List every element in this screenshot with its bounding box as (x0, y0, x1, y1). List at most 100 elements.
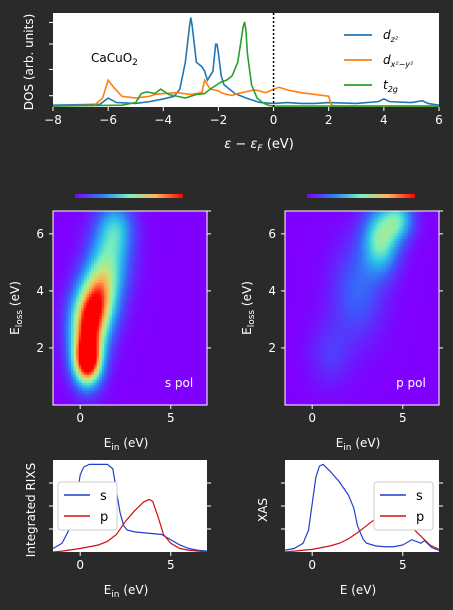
rixs_p-cell (297, 391, 301, 395)
rixs_s-cell (104, 296, 108, 301)
rixs_s-cell (191, 241, 195, 245)
rixs_s-cell (147, 391, 152, 395)
rixs_s-cell (124, 260, 129, 265)
rixs_s-cell (101, 388, 105, 392)
rixs_p-cell (285, 216, 289, 220)
rixs_s-cell (201, 393, 206, 398)
rixs_s-cell (140, 363, 144, 367)
rixs_s-cell (70, 355, 75, 359)
rixs_s-cell (173, 316, 177, 320)
rixs_p-cell (295, 227, 299, 231)
rixs_s-cell (68, 299, 72, 304)
rixs_s-cell (81, 319, 85, 323)
rixs_s-cell (135, 366, 139, 370)
rixs_s-cell (96, 288, 100, 292)
rixs_s-ylabel-main: E (8, 327, 22, 335)
rixs_s-cell (130, 399, 134, 403)
rixs_s-cell (163, 402, 167, 406)
rixs_s-cell (96, 296, 100, 301)
rixs_s-cell (191, 349, 195, 353)
rixs_s-cell (204, 388, 208, 392)
rixs_s-cell (196, 233, 200, 237)
rixs_p-cell (310, 241, 314, 245)
rixs_s-cell (171, 402, 175, 406)
rixs_p-cell (292, 385, 296, 389)
rixs_s-cell (53, 271, 57, 276)
rixs_p-cell (285, 330, 289, 334)
rixs_s-cell (130, 338, 134, 342)
rixs_s-cell (201, 274, 206, 279)
rixs_s-cell (163, 244, 167, 248)
rixs_s-cell (53, 277, 57, 281)
rixs_s-cell (78, 316, 82, 320)
rixs_s-cell (130, 260, 134, 265)
rixs_s-cell (70, 227, 75, 231)
rixs_s-cell (112, 219, 116, 223)
rixs_s-cell (127, 332, 131, 337)
rixs_s-cell (194, 316, 198, 320)
rixs_p-cell (287, 371, 291, 376)
rixs_s-cell (83, 399, 87, 403)
rixs_s-cell (119, 269, 123, 273)
rixs_s-cell (94, 380, 98, 384)
rixs_s-cell (199, 230, 203, 234)
rixs_s-cell (158, 224, 162, 229)
rixs_s-cell (199, 294, 203, 298)
rixs_s-cell (70, 357, 75, 362)
rixs_s-xlabel-sub: in (111, 443, 119, 453)
rixs_s-cell (194, 291, 198, 295)
rixs_s-cell (163, 302, 167, 306)
rixs_s-cell (127, 308, 131, 312)
rixs_p-cell (302, 233, 307, 237)
rixs_s-cell (183, 321, 188, 326)
rixs_s-cell (124, 255, 129, 259)
rixs_p-cell (290, 266, 294, 270)
rixs_s-cell (78, 360, 82, 365)
rixs_s-cell (101, 302, 105, 306)
rixs_s-cell (127, 380, 131, 384)
rixs_s-cell (199, 216, 203, 220)
rixs_s-cell (91, 368, 95, 373)
rixs_s-cell (140, 266, 144, 270)
rixs_p-cell (290, 249, 294, 254)
rixs_s-cell (147, 335, 152, 340)
rixs_s-cell (55, 368, 59, 373)
rixs_s-cell (199, 258, 203, 262)
rixs_s-cell (173, 338, 177, 342)
rixs_s-cell (196, 308, 200, 312)
rixs_s-cell (58, 310, 62, 315)
rixs_s-cell (199, 211, 203, 215)
rixs_s-cell (55, 269, 59, 273)
rixs_p-cell (290, 224, 294, 229)
rixs_p-cell (305, 313, 309, 317)
rixs_s-cell (130, 294, 134, 298)
rixs_s-cell (145, 388, 149, 392)
rixs_s-cell (86, 219, 90, 223)
rixs_s-cell (58, 258, 62, 262)
rixs_p-cell (287, 224, 291, 229)
rixs_s-cell (132, 308, 136, 312)
rixs_s-cell (173, 341, 177, 345)
rixs_s-cell (106, 321, 111, 326)
rixs_s-cell (70, 382, 75, 387)
rixs_s-cell (99, 388, 103, 392)
rixs_s-cell (127, 399, 131, 403)
rixs_s-cell (122, 402, 126, 406)
rixs_s-cell (58, 213, 62, 218)
rixs_s-cell (65, 288, 69, 292)
rixs_s-cell (155, 310, 159, 315)
rixs_p-cell (297, 238, 301, 243)
rixs_s-cell (140, 385, 144, 389)
rixs_s-cell (96, 330, 100, 334)
rixs_s-cell (173, 377, 177, 381)
rixs_s-cell (83, 393, 87, 398)
rixs_s-cell (191, 277, 195, 281)
rixs_p-cell (287, 230, 291, 234)
rixs_p-cell (292, 252, 296, 256)
rixs_s-cell (86, 222, 90, 226)
rixs_s-cell (65, 252, 69, 256)
rixs_p-cell (287, 233, 291, 237)
rixs_p-cell (302, 227, 307, 231)
rixs_s-cell (63, 330, 67, 334)
rixs_s-cell (201, 266, 206, 270)
